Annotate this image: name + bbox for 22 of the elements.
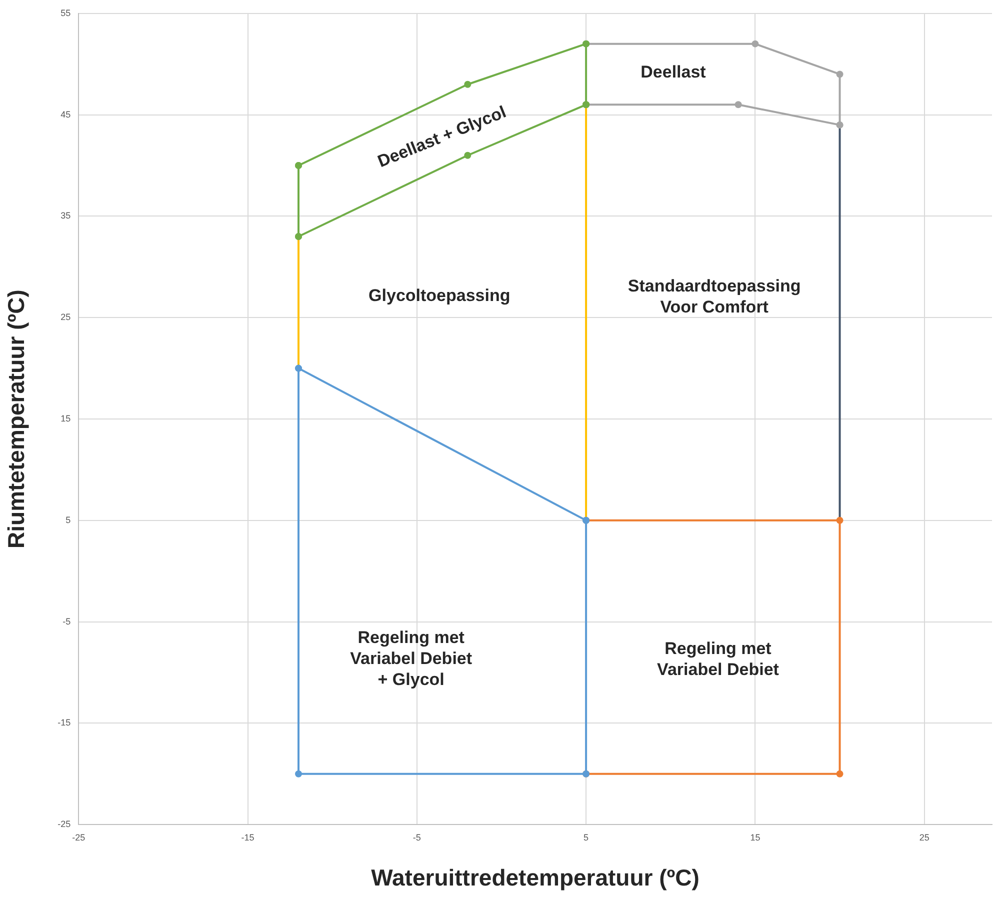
y-tick-label: 15 bbox=[60, 413, 71, 424]
y-tick-label: 25 bbox=[60, 312, 71, 322]
x-axis-title: Wateruittredetemperatuur (ºC) bbox=[371, 864, 700, 891]
annotation: Regeling met Variabel Debiet bbox=[657, 639, 780, 680]
x-tick-label: 15 bbox=[750, 832, 760, 842]
y-tick-label: 45 bbox=[60, 109, 71, 120]
y-tick-label: -5 bbox=[62, 616, 71, 626]
annotation: Regeling met Variabel Debiet + Glycol bbox=[350, 628, 472, 689]
x-tick-label: 5 bbox=[584, 832, 589, 842]
annotation: Deellast bbox=[640, 62, 706, 82]
x-tick-label: -5 bbox=[412, 832, 421, 842]
y-tick-label: 55 bbox=[60, 8, 71, 18]
y-tick-label: -15 bbox=[58, 718, 71, 728]
x-tick-label: -25 bbox=[72, 832, 86, 842]
y-tick-label: -25 bbox=[58, 819, 71, 830]
annotation: Standaardtoepassing Voor Comfort bbox=[628, 276, 801, 317]
y-tick-label: 5 bbox=[66, 514, 71, 525]
y-tick-label: 35 bbox=[60, 210, 71, 221]
y-axis-title: Riumtetemperatuur (ºC) bbox=[3, 290, 30, 548]
x-tick-label: 25 bbox=[919, 832, 930, 842]
annotation: Glycoltoepassing bbox=[368, 286, 510, 306]
x-tick-label: -15 bbox=[241, 832, 254, 842]
